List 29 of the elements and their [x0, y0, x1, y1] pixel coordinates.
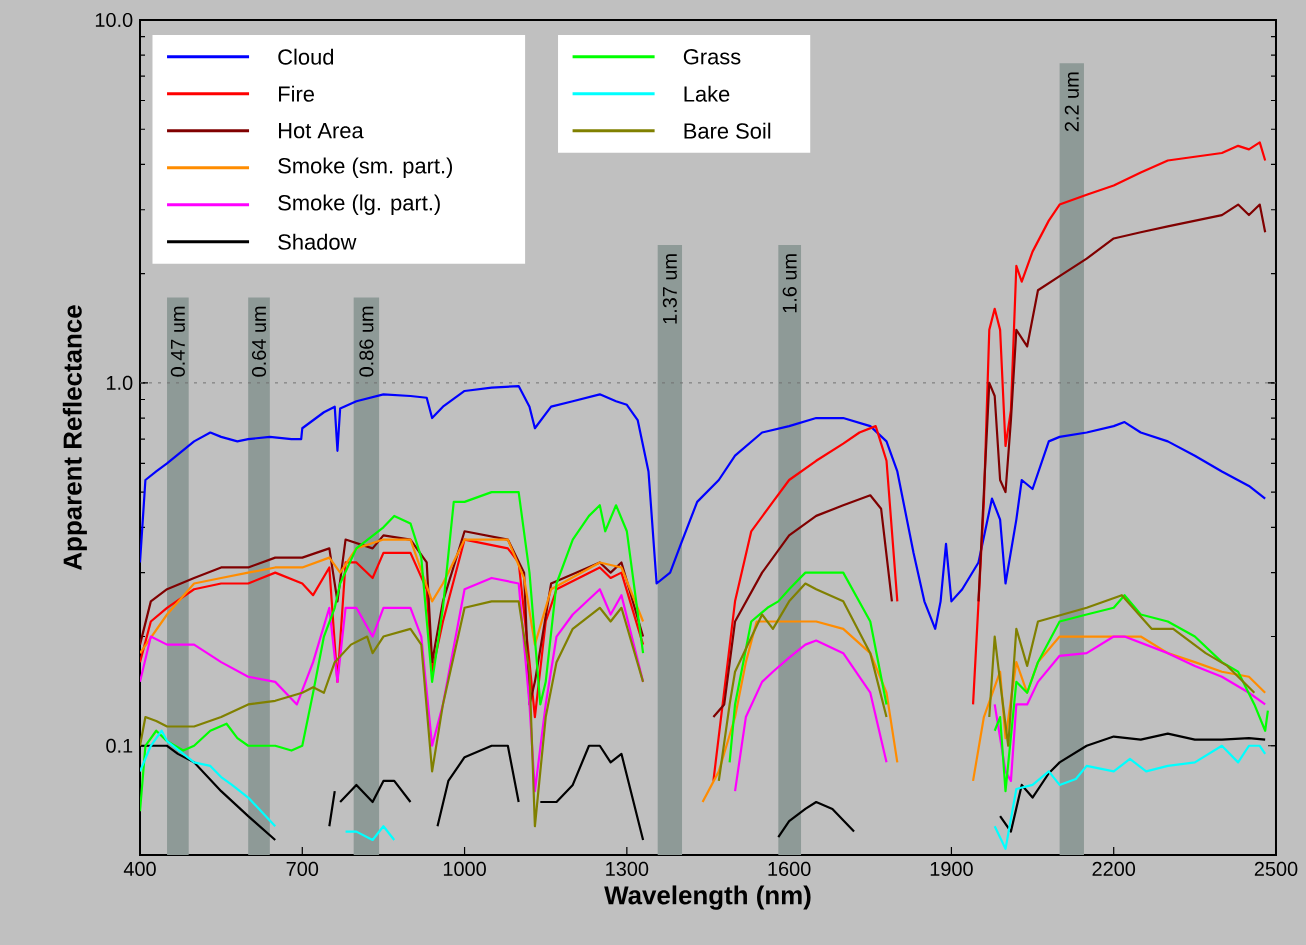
- y-tick-label: 0.1: [106, 738, 133, 753]
- x-tick-label: 700: [286, 861, 319, 876]
- x-tick-label: 1000: [443, 861, 486, 876]
- legend-label: Bare Soil: [684, 122, 771, 139]
- x-tick-label: 2200: [1092, 861, 1136, 876]
- band-label: 1.6 um: [782, 254, 797, 313]
- y-axis-title: Apparent Reflectance: [62, 305, 87, 571]
- band-label: 0.86 um: [359, 306, 374, 377]
- band-label: 2.2 um: [1064, 72, 1079, 132]
- x-tick-label: 1300: [606, 861, 649, 876]
- x-tick-label: 1900: [930, 861, 973, 876]
- y-tick-label: 1.0: [106, 375, 133, 390]
- legend-label: Smoke (sm. part.): [278, 157, 453, 178]
- legend-label: Cloud: [278, 48, 334, 65]
- x-axis-title: Wavelength (nm): [604, 885, 811, 910]
- y-tick-label: 10.0: [95, 12, 133, 28]
- band-label: 0.47 um: [170, 306, 185, 377]
- legend-label: Lake: [684, 85, 730, 102]
- x-tick-label: 400: [123, 861, 156, 876]
- band-label: 0.64 um: [251, 306, 267, 377]
- legend-label: Smoke (lg. part.): [278, 194, 440, 215]
- legend-label: Grass: [683, 48, 741, 65]
- legend-label: Fire: [279, 85, 314, 102]
- legend-label: Hot Area: [279, 123, 364, 139]
- band-label: 1.37 um: [662, 254, 677, 324]
- line-series: [140, 384, 1267, 630]
- x-tick-label: 1600: [768, 861, 811, 876]
- legend-label: Shadow: [278, 233, 357, 250]
- x-tick-label: 2500: [1254, 861, 1298, 876]
